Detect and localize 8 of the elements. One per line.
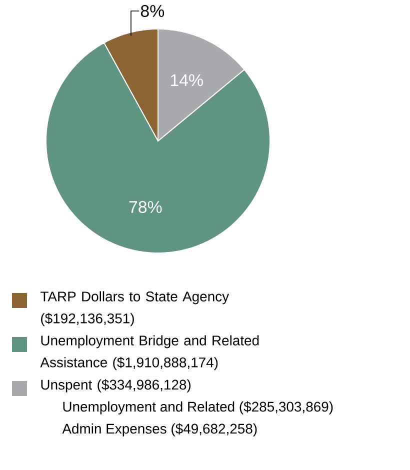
text: Admin Expenses ($49,682,258) [62,423,257,436]
legend-label: TARP Dollars to State Agency ($192,136,351) [40,291,230,326]
text: Unemployment and Related ($285,303,869) [63,401,333,414]
legend-label: Unspent ($334,986,128) [41,379,191,392]
legend-label: Unemployment Bridge and Related Assistance ($1,910,888,174) [40,335,259,370]
data-label: 78% [129,201,162,214]
data-label: 8% [140,4,164,17]
data-label: 14% [170,74,203,86]
